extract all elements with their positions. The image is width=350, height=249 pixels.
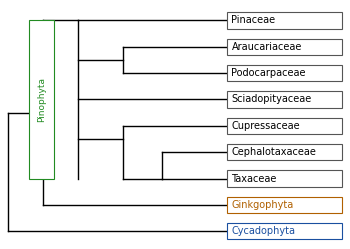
FancyBboxPatch shape — [227, 223, 342, 239]
FancyBboxPatch shape — [227, 12, 342, 29]
FancyBboxPatch shape — [227, 144, 342, 160]
FancyBboxPatch shape — [227, 197, 342, 213]
FancyBboxPatch shape — [227, 39, 342, 55]
Text: Cycadophyta: Cycadophyta — [231, 226, 295, 236]
FancyBboxPatch shape — [29, 20, 54, 179]
FancyBboxPatch shape — [227, 118, 342, 134]
Text: Cupressaceae: Cupressaceae — [231, 121, 300, 131]
Text: Araucariaceae: Araucariaceae — [231, 42, 302, 52]
Text: Ginkgophyta: Ginkgophyta — [231, 200, 294, 210]
Text: Taxaceae: Taxaceae — [231, 174, 277, 184]
FancyBboxPatch shape — [227, 91, 342, 108]
Text: Pinophyta: Pinophyta — [37, 77, 46, 122]
Text: Sciadopityaceae: Sciadopityaceae — [231, 94, 312, 105]
Text: Pinaceae: Pinaceae — [231, 15, 275, 25]
Text: Cephalotaxaceae: Cephalotaxaceae — [231, 147, 316, 157]
FancyBboxPatch shape — [227, 65, 342, 81]
FancyBboxPatch shape — [227, 170, 342, 187]
Text: Podocarpaceae: Podocarpaceae — [231, 68, 306, 78]
